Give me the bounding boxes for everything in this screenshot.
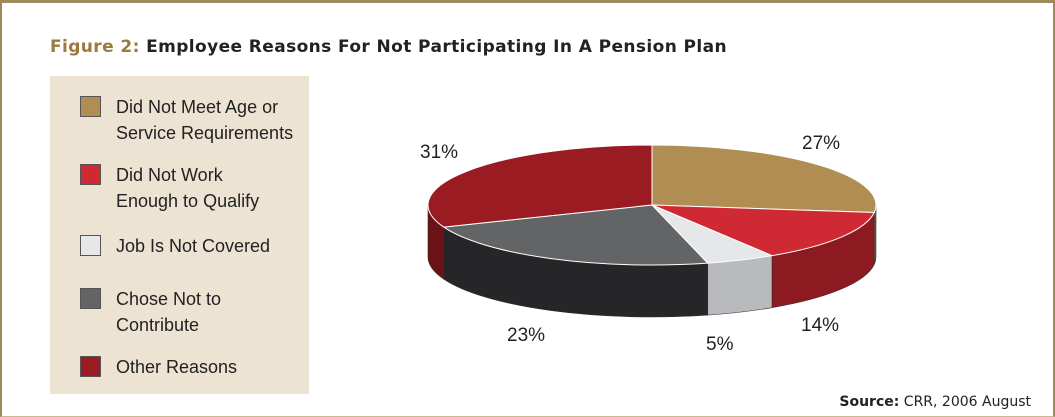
legend-item-job-not-covered: Job Is Not Covered bbox=[80, 233, 270, 259]
legend-swatch bbox=[80, 96, 101, 117]
legend-label: Job Is Not Covered bbox=[116, 236, 271, 256]
pie-sides bbox=[427, 204, 877, 318]
figure-name: Employee Reasons For Not Participating I… bbox=[146, 37, 727, 57]
slice-label-27: 27% bbox=[802, 133, 840, 154]
slice-label-14: 14% bbox=[801, 315, 839, 336]
pie-slice-chose-not-contribute bbox=[442, 204, 709, 266]
pie-side-job-not-covered bbox=[707, 255, 773, 316]
slice-label-23: 23% bbox=[507, 325, 545, 346]
legend-label: Other Reasons bbox=[116, 357, 238, 377]
legend-label: Chose Not to Contribute bbox=[116, 289, 222, 335]
pie-chart: 27% 14% 5% 23% 31% bbox=[420, 133, 877, 355]
source-text: CRR, 2006 August bbox=[903, 394, 1031, 410]
figure-title: Figure 2: Employee Reasons For Not Parti… bbox=[50, 37, 727, 57]
figure-number: Figure 2: bbox=[50, 37, 140, 57]
source-note: Source: CRR, 2006 August bbox=[839, 394, 1031, 410]
legend-label: Did Not Work Enough to Qualify bbox=[116, 165, 260, 211]
legend-item-not-enough-work: Did Not Work Enough to Qualify bbox=[80, 162, 259, 214]
slice-label-31: 31% bbox=[420, 142, 458, 163]
legend-swatch bbox=[80, 164, 101, 185]
pie-slice-not-enough-work bbox=[651, 204, 876, 257]
source-key: Source: bbox=[839, 394, 900, 410]
pie-tops bbox=[427, 144, 877, 266]
legend-item-age-service: Did Not Meet Age or Service Requirements bbox=[80, 94, 293, 146]
pie-slice-age-service bbox=[651, 144, 877, 214]
legend: Did Not Meet Age or Service Requirements… bbox=[50, 76, 309, 394]
legend-swatch bbox=[80, 356, 101, 377]
slice-label-5: 5% bbox=[706, 334, 734, 355]
legend-label: Did Not Meet Age or Service Requirements bbox=[116, 97, 294, 143]
pie-labels: 27% 14% 5% 23% 31% bbox=[420, 133, 840, 355]
legend-item-chose-not-contribute: Chose Not to Contribute bbox=[80, 286, 221, 338]
pie-slice-other-reasons bbox=[427, 144, 653, 228]
legend-item-other-reasons: Other Reasons bbox=[80, 354, 237, 380]
legend-swatch bbox=[80, 288, 101, 309]
legend-swatch bbox=[80, 235, 101, 256]
